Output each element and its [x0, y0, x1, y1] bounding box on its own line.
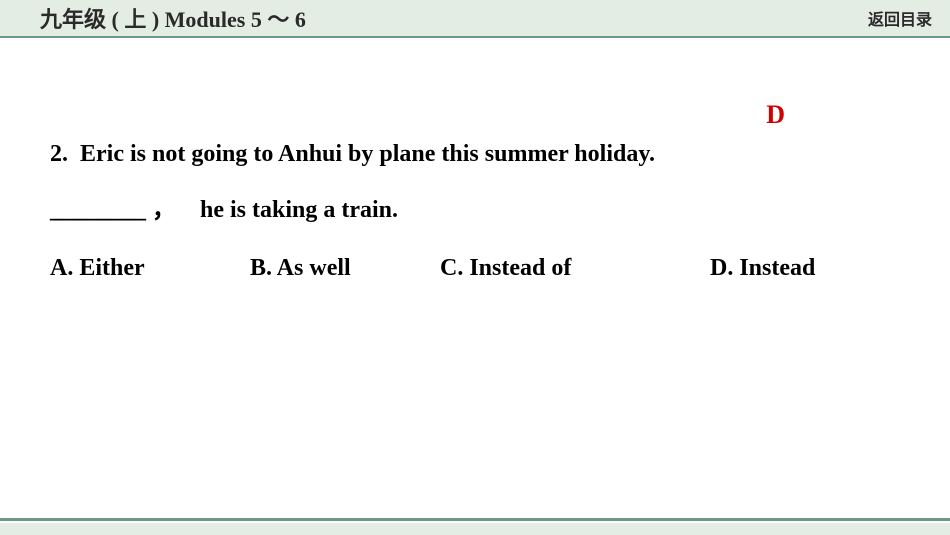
- question-line-2: ________ ， he is taking a train.: [50, 194, 900, 228]
- content-area: 2. Eric is not going to Anhui by plane t…: [0, 38, 950, 282]
- question-sentence-2: he is taking a train.: [200, 197, 398, 223]
- footer-line: [0, 518, 950, 521]
- return-link[interactable]: 返回目录: [868, 6, 932, 30]
- option-c: C. Instead of: [440, 255, 670, 282]
- options-row: A. Either B. As well C. Instead of D. In…: [50, 255, 900, 282]
- option-b: B. As well: [250, 255, 440, 282]
- footer-bar: [0, 523, 950, 535]
- question-sentence-1: Eric is not going to Anhui by plane this…: [80, 141, 655, 167]
- header-bar: 九年级 ( 上 ) Modules 5 ～ 6 返回目录: [0, 0, 950, 36]
- question-line-1: 2. Eric is not going to Anhui by plane t…: [50, 138, 900, 172]
- question-number: 2.: [50, 141, 68, 167]
- option-a: A. Either: [50, 255, 250, 282]
- option-d: D. Instead: [670, 255, 900, 282]
- answer-mark: D: [766, 100, 785, 130]
- separator: ，: [152, 197, 176, 223]
- header-title: 九年级 ( 上 ) Modules 5 ～ 6: [40, 2, 306, 34]
- fill-blank: ________: [50, 197, 146, 223]
